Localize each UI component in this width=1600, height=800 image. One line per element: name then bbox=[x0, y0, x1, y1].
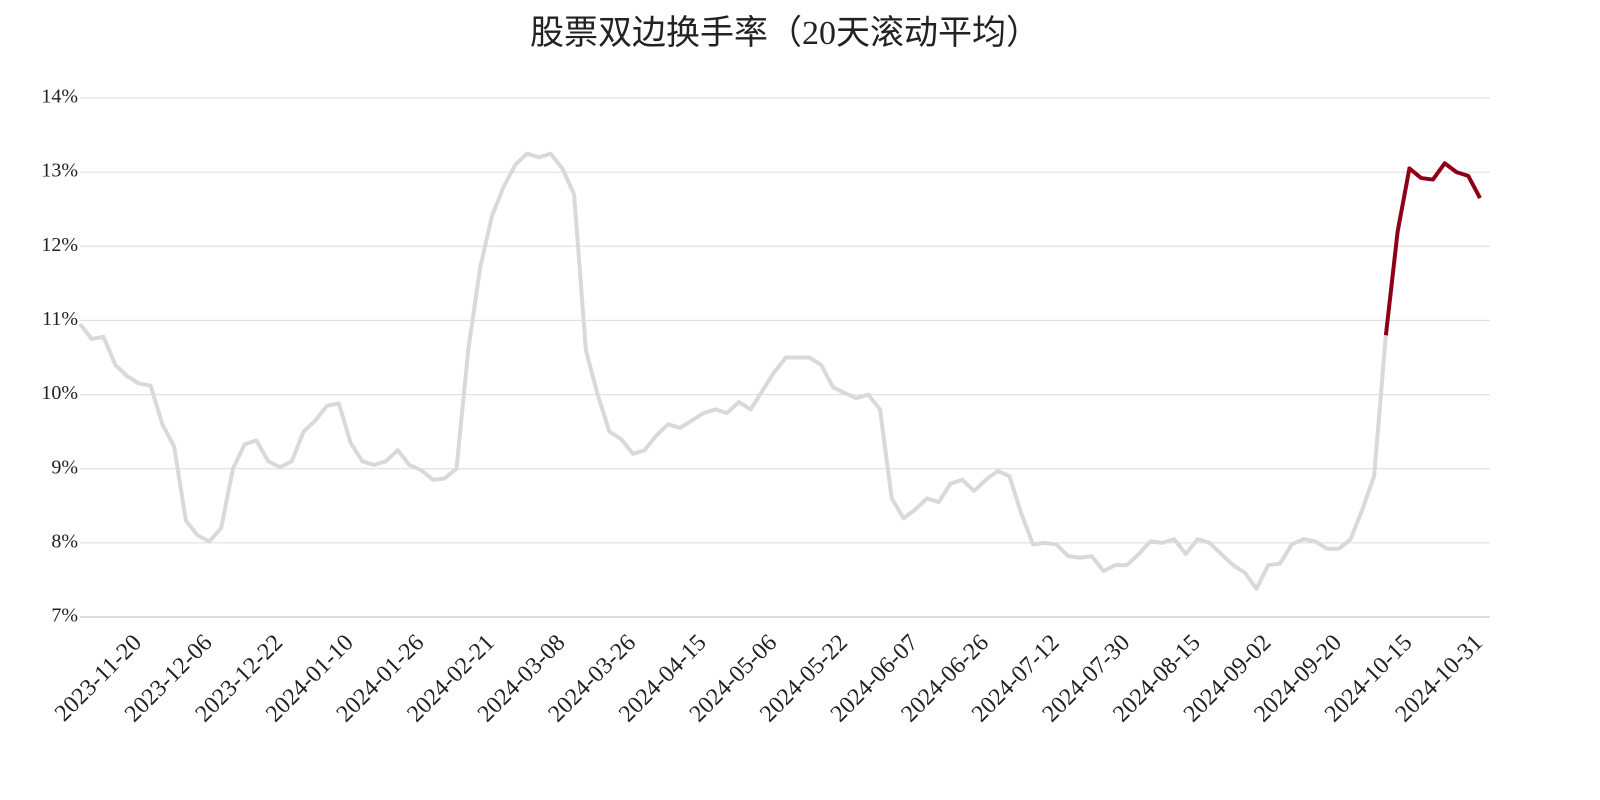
y-tick-label: 9% bbox=[51, 456, 78, 478]
y-tick-label: 8% bbox=[51, 530, 78, 552]
y-tick-label: 11% bbox=[42, 308, 78, 330]
chart-title: 股票双边换手率（20天滚动平均） bbox=[530, 14, 1040, 52]
y-tick-label: 12% bbox=[41, 234, 78, 256]
y-tick-label: 10% bbox=[41, 382, 78, 404]
line-series bbox=[1383, 161, 1482, 336]
y-tick-label: 14% bbox=[41, 86, 78, 108]
line-series bbox=[78, 151, 1388, 591]
y-tick-label: 13% bbox=[41, 160, 78, 182]
y-tick-label: 7% bbox=[51, 605, 78, 627]
